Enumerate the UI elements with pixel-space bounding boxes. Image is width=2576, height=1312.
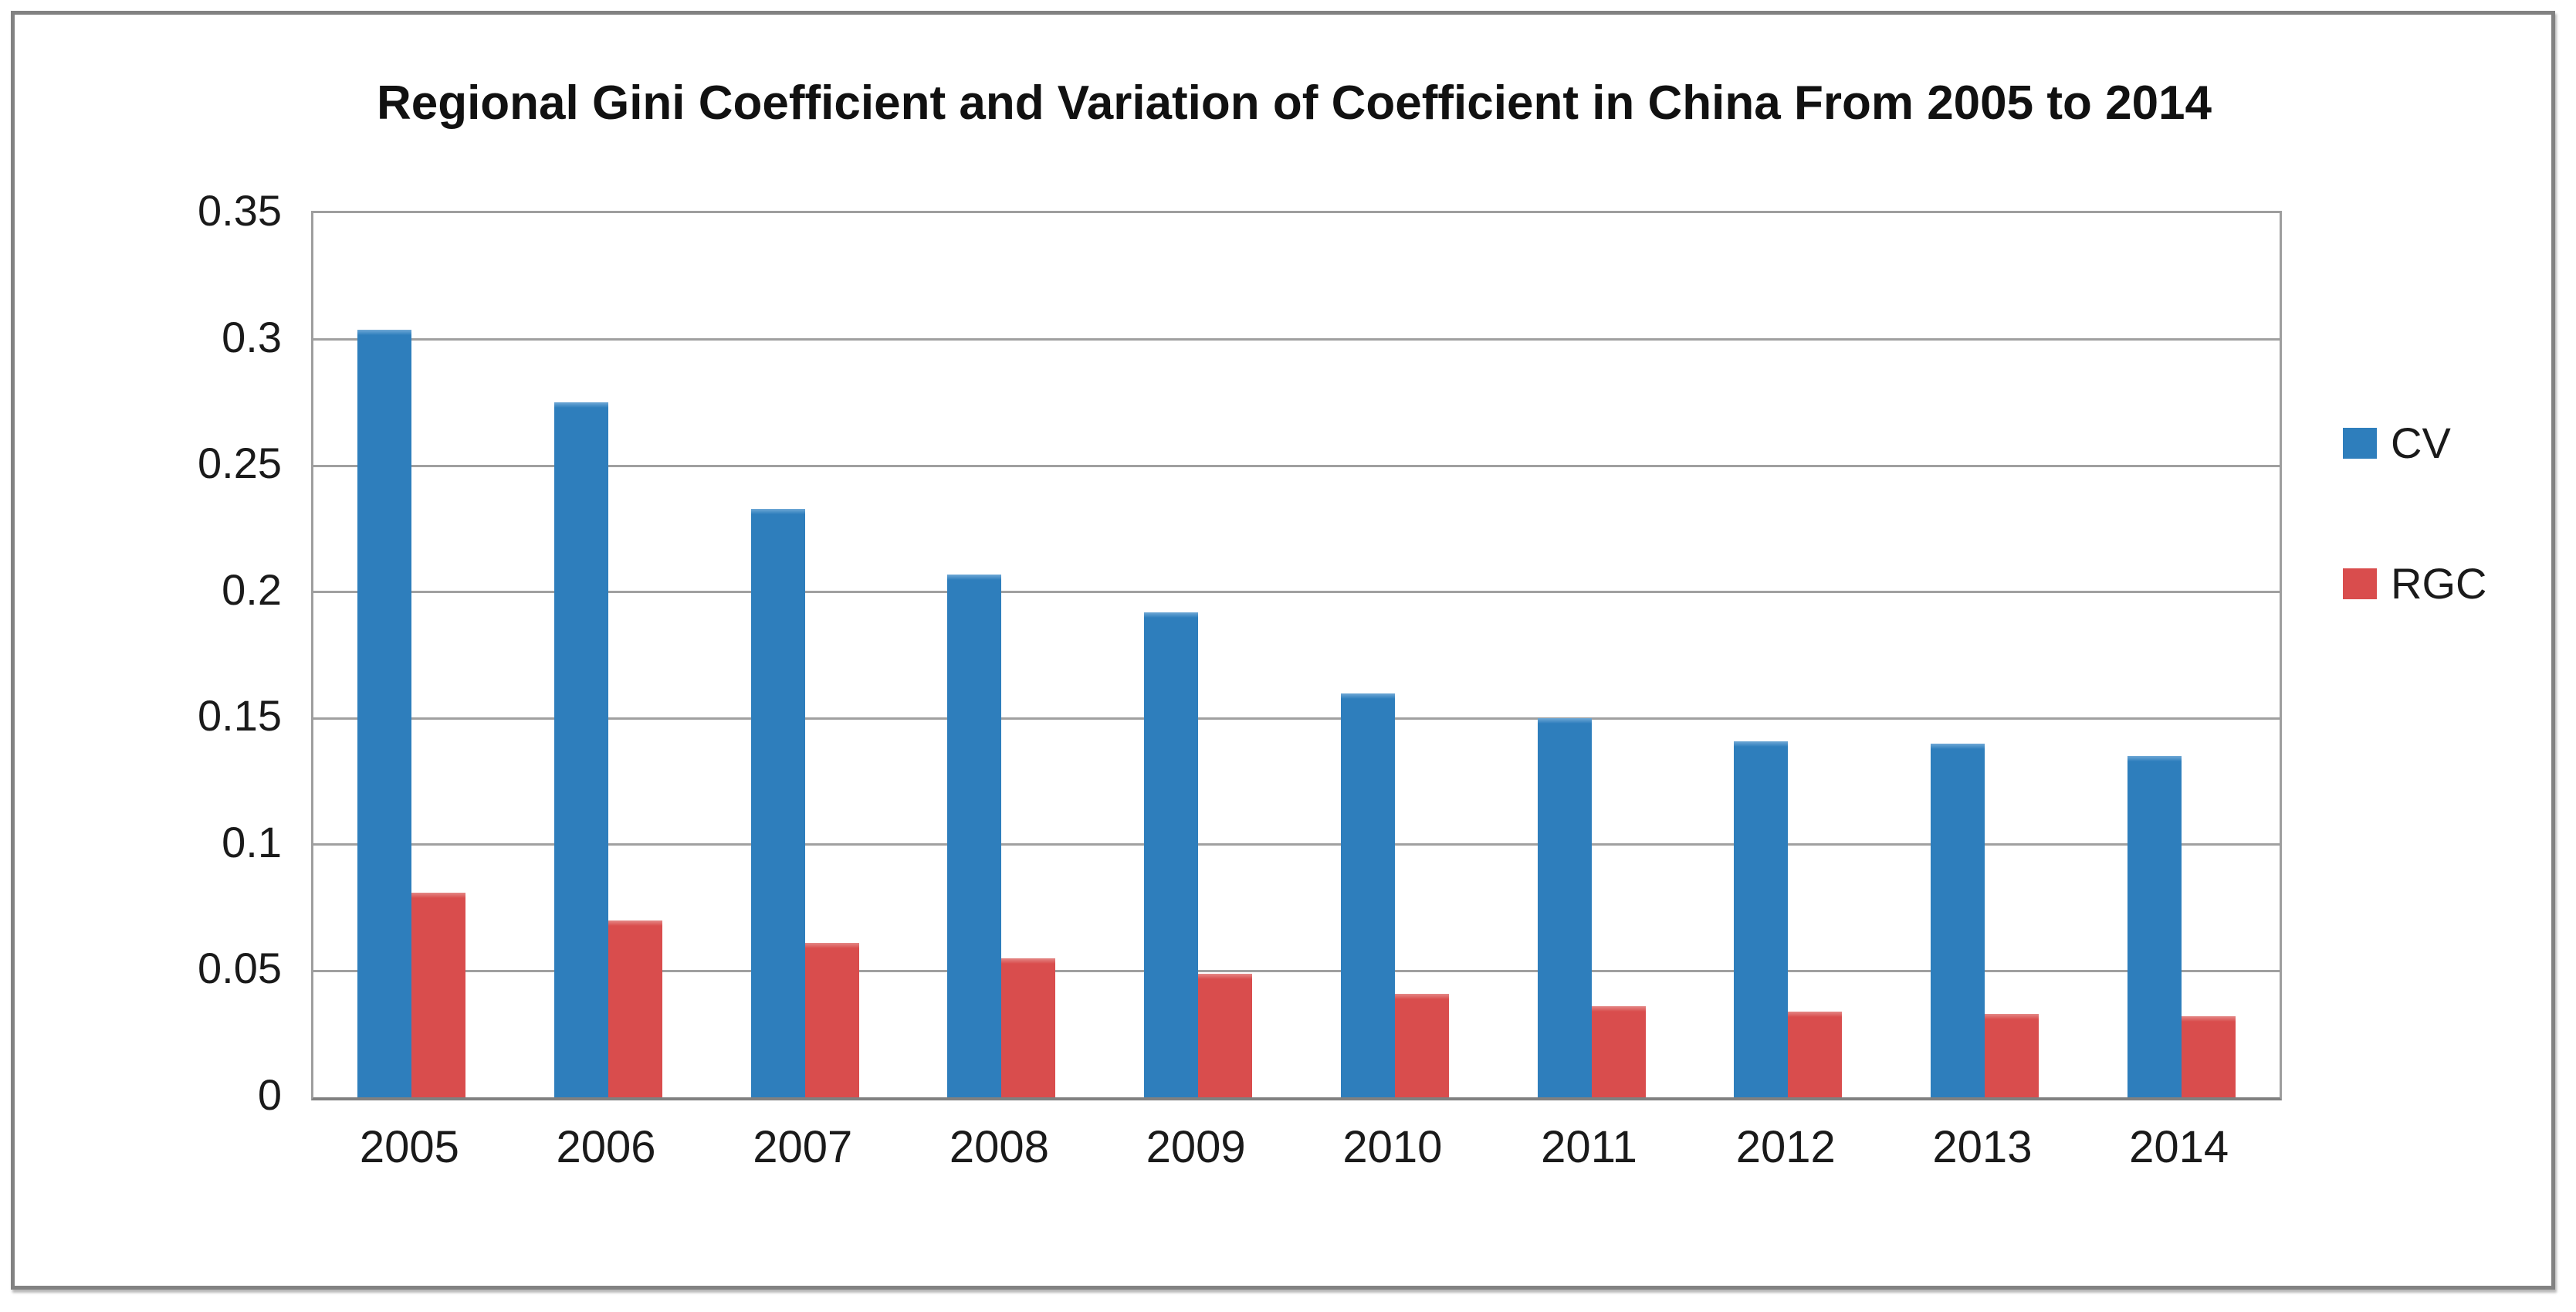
gridline-0.10 bbox=[313, 843, 2280, 846]
legend-swatch-rgc bbox=[2343, 568, 2377, 599]
legend-label-rgc: RGC bbox=[2391, 559, 2487, 608]
y-tick-label-0.05: 0.05 bbox=[198, 944, 282, 993]
bar-rgc-2010 bbox=[1394, 993, 1449, 1097]
bar-rgc-2006 bbox=[608, 920, 663, 1097]
bar-rgc-2011 bbox=[1591, 1006, 1646, 1097]
legend-item-cv: CV bbox=[2343, 418, 2451, 468]
y-tick-label-0.1: 0.1 bbox=[222, 817, 282, 866]
y-tick-label-0.25: 0.25 bbox=[198, 439, 282, 488]
legend-swatch-cv bbox=[2343, 427, 2377, 459]
bar-rgc-2008 bbox=[1001, 958, 1056, 1097]
legend-label-cv: CV bbox=[2391, 419, 2451, 467]
bar-cv-2012 bbox=[1734, 741, 1789, 1097]
gridline-0.30 bbox=[313, 338, 2280, 341]
y-tick-label-0.35: 0.35 bbox=[198, 186, 282, 235]
bar-rgc-2005 bbox=[411, 893, 466, 1097]
y-tick-label-0.3: 0.3 bbox=[222, 312, 282, 361]
bar-cv-2010 bbox=[1340, 693, 1395, 1097]
y-tick-label-0: 0 bbox=[257, 1070, 282, 1119]
bar-cv-2009 bbox=[1144, 612, 1199, 1097]
bar-cv-2014 bbox=[2127, 756, 2182, 1097]
x-tick-label-2006: 2006 bbox=[556, 1122, 656, 1172]
x-tick-label-2008: 2008 bbox=[949, 1122, 1049, 1172]
x-tick-label-2007: 2007 bbox=[753, 1122, 853, 1172]
bar-rgc-2013 bbox=[1984, 1014, 2039, 1097]
x-tick-label-2010: 2010 bbox=[1342, 1122, 1443, 1172]
bar-cv-2008 bbox=[947, 574, 1002, 1097]
bar-cv-2005 bbox=[357, 329, 412, 1097]
legend-item-rgc: RGC bbox=[2343, 558, 2486, 609]
x-tick-label-2011: 2011 bbox=[1541, 1122, 1637, 1172]
y-tick-label-0.15: 0.15 bbox=[198, 691, 282, 741]
bar-rgc-2007 bbox=[804, 943, 859, 1097]
gridline-0.20 bbox=[313, 591, 2280, 594]
bar-rgc-2012 bbox=[1788, 1011, 1843, 1097]
bar-cv-2006 bbox=[554, 402, 609, 1097]
x-tick-label-2005: 2005 bbox=[359, 1122, 459, 1172]
chart-title: Regional Gini Coefficient and Variation … bbox=[376, 76, 2212, 130]
bar-cv-2013 bbox=[1930, 744, 1985, 1097]
gridline-0.05 bbox=[313, 969, 2280, 972]
bar-cv-2011 bbox=[1537, 718, 1592, 1097]
bar-rgc-2009 bbox=[1198, 973, 1253, 1097]
plot-area bbox=[311, 211, 2282, 1100]
gridline-0.25 bbox=[313, 464, 2280, 467]
y-tick-label-0.2: 0.2 bbox=[222, 564, 282, 614]
x-tick-label-2012: 2012 bbox=[1735, 1122, 1836, 1172]
x-tick-label-2009: 2009 bbox=[1146, 1122, 1246, 1172]
x-tick-label-2013: 2013 bbox=[1932, 1122, 2033, 1172]
gridline-0.15 bbox=[313, 717, 2280, 720]
bar-rgc-2014 bbox=[2181, 1016, 2236, 1097]
bar-cv-2007 bbox=[750, 508, 805, 1097]
x-tick-label-2014: 2014 bbox=[2129, 1122, 2229, 1172]
